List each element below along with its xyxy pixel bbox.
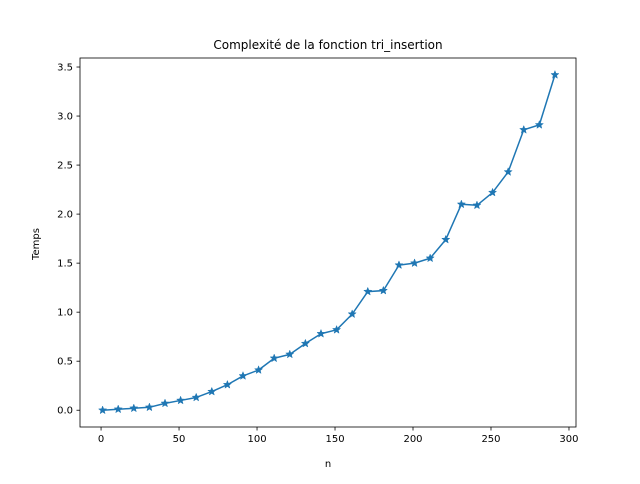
data-point-star (253, 365, 264, 374)
data-point-star (97, 405, 108, 415)
data-point-star (285, 349, 295, 359)
x-tick-label: 150 (325, 434, 344, 445)
y-tick-label: 1.5 (57, 259, 73, 270)
y-tick-label: 0.0 (57, 406, 73, 417)
data-point-star (503, 167, 513, 176)
data-point-star (456, 199, 467, 209)
data-point-star (441, 234, 451, 244)
y-axis-label: Temps (31, 228, 42, 261)
series-line (102, 74, 556, 411)
chart-title: Complexité de la fonction tri_insertion (213, 38, 442, 52)
axes-frame (79, 57, 577, 428)
data-point-star (129, 403, 139, 413)
data-point-star (207, 386, 217, 396)
data-point-star (175, 395, 186, 405)
y-tick-label: 0.5 (57, 357, 73, 368)
data-point-star (550, 69, 560, 79)
data-point-star (487, 187, 498, 197)
x-tick-label: 250 (481, 434, 500, 445)
data-point-star (331, 324, 342, 334)
data-point-star (113, 404, 123, 414)
x-tick-label: 200 (403, 434, 422, 445)
data-point-star (534, 119, 545, 129)
data-point-star (472, 200, 482, 210)
y-tick-label: 1.0 (57, 308, 73, 319)
data-point-star (425, 253, 435, 263)
y-tick-label: 3.0 (57, 112, 73, 123)
data-point-star (519, 124, 529, 134)
data-point-star (160, 398, 170, 408)
data-point-star (394, 260, 404, 270)
data-point-star (363, 286, 373, 296)
y-tick-label: 2.0 (57, 210, 73, 221)
x-axis-label: n (325, 459, 331, 470)
data-point-star (409, 258, 420, 268)
data-point-star (269, 353, 279, 363)
y-tick-label: 3.5 (57, 63, 73, 74)
data-point-star (191, 392, 201, 402)
data-point-star (144, 402, 155, 412)
data-point-star (347, 309, 357, 319)
data-point-star (222, 379, 233, 389)
x-tick-label: 50 (173, 434, 186, 445)
y-tick-label: 2.5 (57, 161, 73, 172)
data-point-star (378, 285, 389, 295)
x-axis-ticks: 0 50 100 150 200 250 300 (98, 427, 579, 445)
x-tick-label: 100 (247, 434, 266, 445)
x-tick-label: 0 (98, 434, 104, 445)
data-point-star (300, 338, 311, 348)
y-axis-ticks: 0.0 0.5 1.0 1.5 2.0 2.5 3.0 3.5 (57, 63, 80, 417)
series-layer (97, 69, 560, 415)
data-point-star (238, 371, 248, 380)
x-tick-label: 300 (559, 434, 578, 445)
data-point-star (316, 328, 326, 338)
